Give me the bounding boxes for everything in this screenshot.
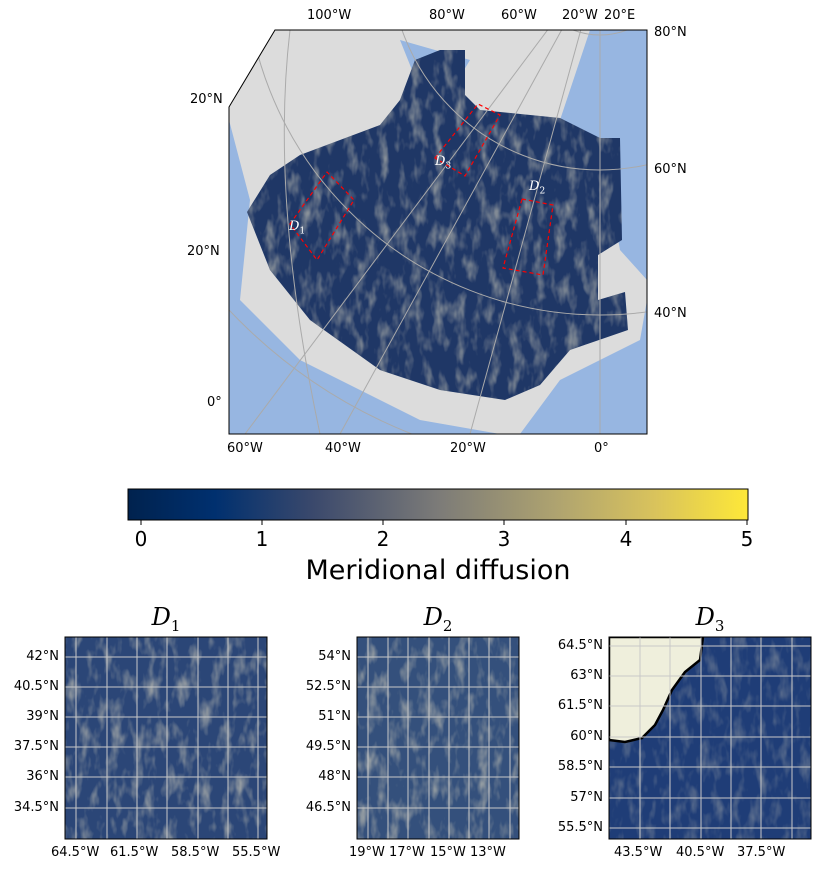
colorbar-tick-label: 4 — [619, 527, 633, 551]
panel-d3-map — [609, 637, 811, 839]
colorbar — [127, 488, 749, 521]
colorbar-tick-label: 3 — [497, 527, 511, 551]
panel-d2-map — [357, 637, 519, 839]
colorbar-tick-label: 2 — [376, 527, 390, 551]
lon-label: 60°W — [501, 8, 537, 23]
lat-label: 40.5°N — [13, 679, 59, 694]
lat-label: 20°N — [187, 244, 220, 259]
lon-label: 20°W — [450, 441, 486, 456]
lat-label: 46.5°N — [305, 800, 351, 815]
lat-label: 63°N — [570, 668, 603, 683]
lon-label: 40.5°W — [676, 845, 725, 860]
colorbar-tick-label: 0 — [134, 527, 148, 551]
lon-label: 60°W — [227, 441, 263, 456]
main-map — [229, 30, 647, 434]
panel-frames — [64, 636, 812, 840]
colorbar-tick-label: 1 — [255, 527, 269, 551]
ocean — [229, 30, 647, 434]
lat-label: 51°N — [318, 709, 351, 724]
panel-title-d2: D2 — [423, 603, 453, 635]
lon-label: 64.5°W — [51, 845, 100, 860]
lon-label: 58.5°W — [171, 845, 220, 860]
lat-label: 37.5°N — [13, 739, 59, 754]
lat-label: 60°N — [654, 162, 687, 177]
lat-label: 40°N — [654, 306, 687, 321]
lon-label: 43.5°W — [614, 845, 663, 860]
lon-label: 15°W — [430, 845, 466, 860]
lat-label: 49.5°N — [305, 739, 351, 754]
lon-label: 100°W — [307, 8, 352, 23]
lon-label: 55.5°W — [232, 845, 281, 860]
lon-label: 40°W — [325, 441, 361, 456]
colorbar-label: Meridional diffusion — [305, 555, 571, 586]
lat-label: 39°N — [26, 709, 59, 724]
lat-label: 0° — [207, 395, 222, 410]
region-label-d1: D1 — [289, 219, 306, 237]
lat-label: 64.5°N — [557, 638, 603, 653]
lon-label: 37.5°W — [737, 845, 786, 860]
lon-label: 20°E — [604, 8, 636, 23]
lat-label: 52.5°N — [305, 679, 351, 694]
lat-label: 80°N — [654, 25, 687, 40]
lon-label: 80°W — [429, 8, 465, 23]
region-box-d3 — [434, 103, 501, 177]
lon-label: 20°W — [562, 8, 598, 23]
lat-label: 55.5°N — [557, 820, 603, 835]
main-map-frame — [228, 29, 648, 435]
region-label-d2: D2 — [529, 179, 546, 197]
lat-label: 54°N — [318, 649, 351, 664]
region-boxes — [289, 103, 554, 276]
lat-label: 60°N — [570, 729, 603, 744]
region-box-d1 — [289, 171, 355, 262]
lat-label: 61.5°N — [557, 698, 603, 713]
panel-gridlines — [65, 637, 811, 839]
lat-label: 48°N — [318, 769, 351, 784]
colorbar-ticks — [140, 520, 748, 525]
panel-title-d1: D1 — [151, 603, 181, 635]
lat-label: 57°N — [570, 790, 603, 805]
lat-label: 20°N — [190, 92, 223, 107]
panel-title-d3: D3 — [695, 603, 725, 635]
lat-label: 42°N — [26, 649, 59, 664]
graticule — [229, 30, 647, 434]
colorbar-tick-label: 5 — [740, 527, 754, 551]
lon-label: 0° — [594, 441, 609, 456]
region-box-d2 — [502, 198, 554, 276]
region-label-d3: D3 — [435, 154, 452, 172]
lat-label: 34.5°N — [13, 800, 59, 815]
lat-label: 36°N — [26, 769, 59, 784]
panel-d1-map — [65, 637, 267, 839]
lon-label: 17°W — [389, 845, 425, 860]
lon-label: 13°W — [470, 845, 506, 860]
lat-label: 58.5°N — [557, 759, 603, 774]
lon-label: 19°W — [349, 845, 385, 860]
lon-label: 61.5°W — [110, 845, 159, 860]
